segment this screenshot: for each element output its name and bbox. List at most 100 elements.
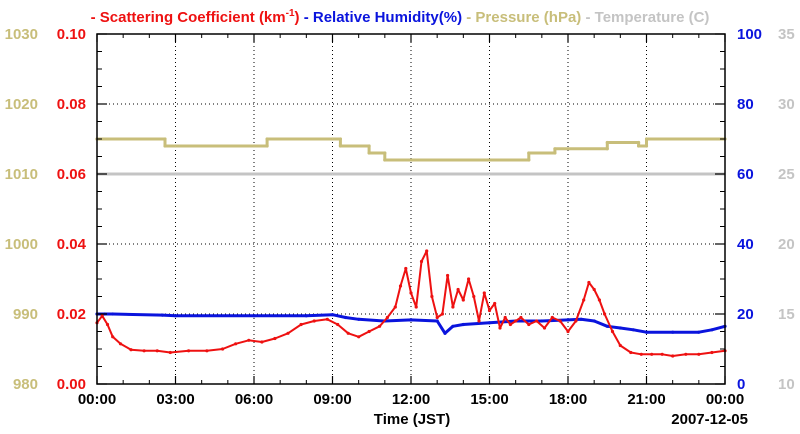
date-label: 2007-12-05 [671,411,748,428]
data-point-scattering-coefficient [514,319,518,323]
data-point-scattering-coefficient [398,284,403,288]
temperature-tick-label: 10 [778,376,795,393]
temperature-tick-label: 30 [778,96,795,113]
x-tick-label: 00:00 [78,391,116,408]
data-point-scattering-coefficient [260,340,264,344]
humidity-tick-label: 60 [737,166,754,183]
data-point-relative-humidity [173,314,178,318]
scattering-tick-label: 0.02 [57,306,86,323]
pressure-tick-label: 990 [13,306,38,323]
data-point-scattering-coefficient [187,349,191,353]
data-point-scattering-coefficient [684,352,688,356]
data-point-scattering-coefficient [393,305,397,309]
data-point-scattering-coefficient [205,349,209,353]
pressure-tick-label: 1030 [5,26,38,43]
legend-pressure: - Pressure (hPa) [462,9,581,26]
pressure-tick-label: 1010 [5,166,38,183]
data-point-pressure [605,147,609,151]
data-point-scattering-coefficient [404,266,408,271]
data-point-relative-humidity [487,321,492,325]
legend-humidity: - Relative Humidity(%) [304,9,462,26]
data-point-scattering-coefficient [671,354,675,358]
humidity-tick-label: 80 [737,96,754,113]
legend-title: - Scattering Coefficient (km-1) - Relati… [91,8,710,26]
data-point-scattering-coefficient [435,315,439,320]
data-point-scattering-coefficient [467,277,471,281]
data-point-scattering-coefficient [168,350,172,355]
data-point-scattering-coefficient [440,312,444,316]
data-point-scattering-coefficient [100,314,104,318]
data-point-scattering-coefficient [105,322,110,327]
pressure-tick-label: 980 [13,376,38,393]
data-point-scattering-coefficient [508,322,512,327]
data-point-pressure [338,144,342,148]
data-point-scattering-coefficient [487,308,492,313]
data-point-scattering-coefficient [550,315,554,320]
data-point-scattering-coefficient [582,298,586,302]
data-point-scattering-coefficient [603,312,607,316]
data-point-scattering-coefficient [482,291,486,295]
series-line-pressure [97,137,725,162]
data-point-scattering-coefficient [430,294,434,299]
data-point-relative-humidity [451,324,455,328]
data-point-scattering-coefficient [346,331,350,335]
data-point-scattering-coefficient [234,342,238,346]
data-point-relative-humidity [461,322,465,327]
data-point-scattering-coefficient [542,326,547,330]
data-point-pressure [338,137,342,141]
scattering-tick-label: 0.04 [57,236,87,253]
series-layer [95,137,727,358]
data-point-relative-humidity [631,328,636,332]
data-point-relative-humidity [644,330,649,334]
data-point-relative-humidity [579,317,583,321]
temperature-tick-label: 15 [778,306,795,323]
data-point-relative-humidity [710,328,714,332]
data-point-pressure [383,151,387,155]
data-point-scattering-coefficient [414,305,418,309]
data-point-scattering-coefficient [273,336,277,341]
data-point-scattering-coefficient [336,322,340,327]
axis-labels: 00:00 03:00 06:00 09:00 12:00 15:00 18:00 21:00… [5,26,795,408]
data-point-scattering-coefficient [409,291,413,295]
data-point-scattering-coefficient [247,338,251,342]
x-tick-label: 09:00 [313,391,351,408]
scattering-tick-label: 0.08 [57,96,86,113]
data-point-scattering-coefficient [111,335,115,339]
data-point-scattering-coefficient [477,319,481,323]
data-point-pressure [163,144,167,148]
legend-scattering: - Scattering Coefficient (km-1) [91,8,304,26]
axis-ticks [96,33,726,385]
scattering-tick-label: 0.10 [57,26,86,43]
data-point-relative-humidity [697,330,701,334]
pressure-tick-label: 1000 [5,236,38,253]
data-point-scattering-coefficient [312,319,316,323]
data-point-pressure [644,137,649,141]
data-point-relative-humidity [111,312,115,316]
data-point-relative-humidity [357,317,361,321]
data-point-pressure [265,144,269,148]
series-line-relative-humidity [97,312,726,335]
data-point-relative-humidity [160,313,164,317]
data-point-scattering-coefficient [425,249,429,253]
data-point-scattering-coefficient [129,348,133,352]
data-point-scattering-coefficient [597,298,602,302]
data-point-scattering-coefficient [378,324,382,328]
x-tick-label: 12:00 [392,391,430,408]
data-point-pressure [527,151,531,155]
data-point-scattering-coefficient [385,315,389,320]
data-point-scattering-coefficient [419,259,424,264]
data-point-scattering-coefficient [472,294,476,299]
data-point-scattering-coefficient [697,352,701,356]
data-point-scattering-coefficient [155,349,159,353]
scattering-tick-label: 0.06 [57,166,86,183]
data-point-scattering-coefficient [558,319,562,323]
data-point-relative-humidity [330,313,335,317]
x-tick-label: 00:00 [706,391,744,408]
data-point-scattering-coefficient [592,287,596,292]
scattering-tick-label: 0.00 [57,376,86,393]
grid [97,34,725,384]
data-point-relative-humidity [671,330,675,334]
data-point-pressure [265,137,269,141]
